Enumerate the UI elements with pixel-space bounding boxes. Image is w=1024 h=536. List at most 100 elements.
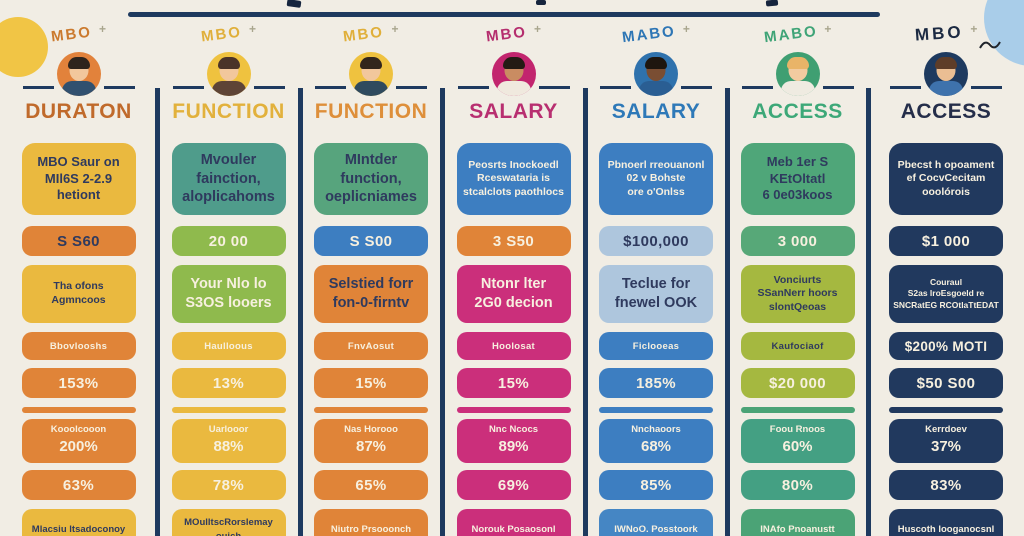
info-box-line: Uarlooor	[208, 424, 249, 436]
column-header: SALARY	[469, 100, 558, 123]
avatar-hair	[502, 57, 525, 69]
info-box-tall: Peosrts Inockoedl Rceswataria is stcalclot…	[456, 143, 571, 215]
info-box-line: 80%	[781, 476, 814, 494]
info-box-line: MBO Saur on	[37, 154, 120, 170]
info-box-line: Huscoth looganocsnl	[897, 523, 995, 535]
info-box-line: MIntder	[344, 152, 398, 169]
avatar-connector-line	[172, 86, 204, 89]
info-box-value: 13%	[171, 368, 286, 398]
info-box-footer: Huscoth looganocsnlFocnon gehotIvooirt o…	[889, 509, 1003, 536]
info-box-value: 185%	[599, 368, 713, 398]
info-box-line: INAfo Pnoanustt	[760, 523, 835, 535]
mbo-badge: MBO +	[868, 22, 1024, 45]
mbo-badge-label: MBO	[342, 23, 386, 46]
info-box-line: 3 S50	[492, 232, 535, 250]
info-box-footer: MOulltscRorslemayouich orsounvoconvOnsss…	[171, 509, 286, 536]
info-box-line: 185%	[636, 374, 676, 392]
avatar-connector-line	[457, 86, 489, 89]
info-box-footer: Niutro PrsooonchSoooooooooooo	[314, 509, 428, 536]
column-divider-line	[725, 88, 730, 536]
info-box-line: S S60	[57, 232, 100, 250]
plus-mark-icon: +	[98, 22, 106, 36]
info-box-line: 89%	[498, 438, 529, 456]
mbo-badge: MBO +	[0, 22, 157, 45]
info-box-value: 69%	[456, 470, 571, 500]
person-avatar-icon	[634, 52, 678, 96]
info-box-line: 153%	[58, 374, 99, 392]
info-box-line: 200%	[59, 438, 98, 456]
info-box-divider	[456, 407, 571, 413]
info-box-line: FnvAosut	[347, 340, 395, 352]
avatar-hair	[786, 57, 809, 69]
info-box-footer: INAfo PnoanusttSooloo aounanolovos ooosv…	[740, 509, 855, 536]
info-box-value: 83%	[889, 470, 1003, 500]
info-box-line: hetiont	[56, 187, 101, 203]
info-box-line: $50 S00	[916, 374, 976, 392]
avatar-hair	[360, 57, 382, 69]
info-box-line: 3 000	[777, 232, 818, 250]
column-boxes: Peosrts Inockoedl Rceswataria is stcalclot…	[456, 143, 571, 536]
column-boxes: Meb 1er S KEtOltatl 6 0e03koos 3 000 Vonciur…	[740, 143, 855, 536]
info-box-line: 15%	[497, 374, 530, 392]
info-box-duo: Nnc Ncocs 89%	[456, 419, 571, 463]
info-box-tall: Mvouler fainction, aloplicahoms	[171, 143, 286, 215]
info-box-value: S S00	[314, 226, 428, 256]
info-box-line: $100,000	[623, 232, 689, 250]
info-box-duo: Kerrdoev 37%	[889, 419, 1003, 463]
person-avatar-icon	[924, 52, 968, 96]
info-box-medium: Selstied forr fon-0-firntv	[314, 265, 428, 323]
info-box-tall: Meb 1er S KEtOltatl 6 0e03koos	[740, 143, 855, 215]
info-box-divider	[740, 407, 855, 413]
info-box-label: FnvAosut	[314, 332, 428, 360]
info-box-line: ooolórois	[922, 185, 970, 198]
info-box-line: Agmncoos	[51, 294, 106, 306]
avatar-connector-line	[971, 86, 1002, 89]
avatar-hair	[645, 57, 667, 69]
column-header: SALARY	[611, 100, 701, 123]
info-box-line: SSanNerr hoors	[757, 287, 838, 300]
info-box-line: fon-0-firntv	[332, 295, 410, 311]
column-function-2: MBO + FUNCTION Mvouler fainction, aloplicahom…	[157, 0, 300, 536]
info-box-line: Hoolosat	[491, 340, 536, 352]
info-box-line: $200% MOTI	[904, 338, 988, 354]
mbo-badge-label: MBO	[485, 23, 528, 46]
mbo-badge-label: MABO	[762, 22, 819, 47]
info-box-line: Rceswataria is	[477, 172, 550, 185]
info-box-line: MIl6S 2-2.9	[44, 170, 113, 186]
avatar-shirt	[639, 81, 673, 96]
info-box-tall: Pbnoerl rreouanonl 02 v Bohste ore o'Onlss	[599, 143, 713, 215]
info-box-line: 15%	[355, 374, 387, 392]
info-box-line: oeplicniames	[325, 189, 417, 206]
info-box-duo: Nas Horooo 87%	[314, 419, 428, 463]
info-box-value: 20 00	[171, 226, 286, 256]
info-box-line: Ntonr lter	[480, 276, 547, 293]
mbo-badge: MBO +	[442, 22, 585, 46]
info-box-line: Meb 1er S	[766, 154, 829, 170]
column-boxes: Pbnoerl rreouanonl 02 v Bohste ore o'Onlss…	[599, 143, 713, 536]
info-box-medium: Your Nlo lo S3OS looers	[171, 265, 286, 323]
info-box-tall: MIntder function, oeplicniames	[314, 143, 428, 215]
info-box-line: Pbnoerl rreouanonl	[607, 158, 705, 171]
info-box-line: ore o'Onlss	[627, 185, 685, 198]
info-box-duo: Kooolcooon 200%	[21, 419, 136, 463]
title-text-fragment	[536, 0, 546, 5]
info-box-line: 78%	[212, 476, 245, 494]
info-box-line: Pbecst h opoament	[897, 158, 995, 171]
info-box-line: $1 000	[921, 232, 971, 250]
info-box-line: 37%	[930, 438, 962, 456]
info-box-divider	[171, 407, 286, 413]
column-access-6: MABO + ACCESS Meb 1er S KEtOltatl 6 0e03koos 3…	[727, 0, 868, 536]
info-box-line: KEtOltatl	[769, 170, 826, 186]
avatar-hair	[67, 57, 90, 69]
info-box-line: slontQeoas	[768, 300, 827, 313]
avatar-connector-line	[253, 86, 285, 89]
info-box-line: $20 000	[768, 374, 827, 392]
info-box-line: Tha ofons	[53, 280, 104, 293]
info-box-divider	[21, 407, 136, 413]
info-box-line: SNCRatEG RCOtlaTtEDAT	[893, 299, 999, 310]
avatar-shirt	[61, 81, 96, 96]
info-box-value: 78%	[171, 470, 286, 500]
info-box-medium: Teclue for fnewel OOK	[599, 265, 713, 323]
avatar-hair	[935, 57, 957, 69]
avatar-connector-line	[681, 86, 712, 89]
